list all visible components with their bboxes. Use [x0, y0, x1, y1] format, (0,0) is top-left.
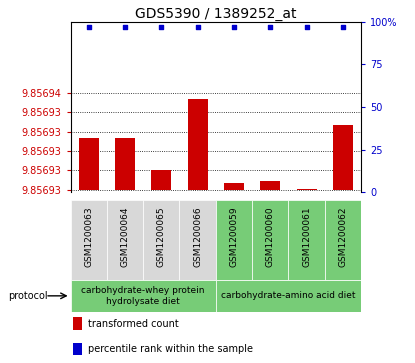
Text: carbohydrate-amino acid diet: carbohydrate-amino acid diet	[221, 291, 356, 300]
Point	[194, 24, 201, 30]
Bar	[216, 280, 361, 312]
Text: GSM1200062: GSM1200062	[338, 206, 347, 266]
Bar	[333, 125, 353, 190]
Text: transformed count: transformed count	[88, 319, 179, 329]
Bar	[216, 200, 252, 280]
Bar	[325, 200, 361, 280]
Text: protocol: protocol	[8, 291, 48, 301]
Bar	[297, 188, 317, 190]
Point	[122, 24, 128, 30]
Bar	[252, 200, 288, 280]
Text: GSM1200063: GSM1200063	[84, 206, 93, 267]
Text: GSM1200059: GSM1200059	[229, 206, 239, 267]
Bar	[188, 99, 208, 190]
Text: percentile rank within the sample: percentile rank within the sample	[88, 344, 253, 354]
Bar	[224, 183, 244, 190]
Bar	[288, 200, 325, 280]
Bar	[79, 138, 99, 190]
Bar	[151, 170, 171, 190]
Text: GSM1200065: GSM1200065	[157, 206, 166, 267]
Bar	[73, 343, 82, 355]
Text: GSM1200064: GSM1200064	[120, 206, 129, 266]
Bar	[143, 200, 179, 280]
Text: GSM1200061: GSM1200061	[302, 206, 311, 267]
Point	[303, 24, 310, 30]
Point	[231, 24, 237, 30]
Bar	[260, 181, 280, 190]
Text: GSM1200066: GSM1200066	[193, 206, 202, 267]
Bar	[73, 317, 82, 330]
Point	[267, 24, 273, 30]
Text: GSM1200060: GSM1200060	[266, 206, 275, 267]
Bar	[71, 280, 216, 312]
Text: carbohydrate-whey protein
hydrolysate diet: carbohydrate-whey protein hydrolysate di…	[81, 286, 205, 306]
Bar	[115, 138, 135, 190]
Bar	[107, 200, 143, 280]
Point	[158, 24, 165, 30]
Point	[339, 24, 346, 30]
Title: GDS5390 / 1389252_at: GDS5390 / 1389252_at	[135, 7, 297, 21]
Point	[85, 24, 92, 30]
Bar	[71, 200, 107, 280]
Bar	[179, 200, 216, 280]
